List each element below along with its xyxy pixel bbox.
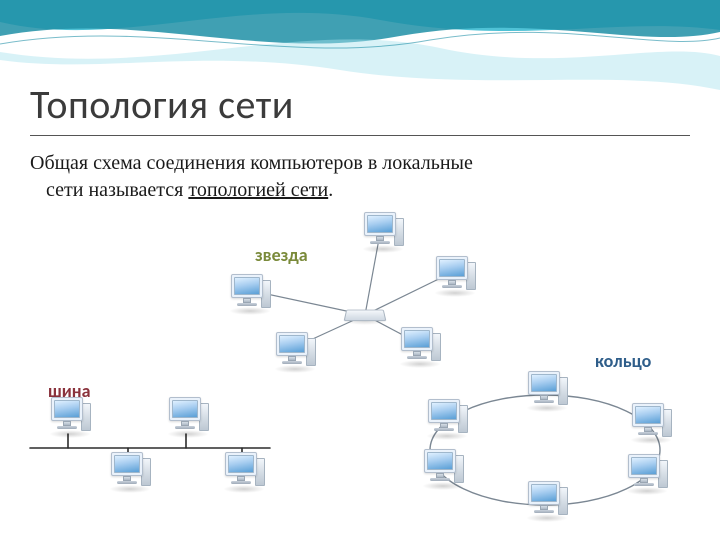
diagram-lines: [0, 0, 720, 540]
star-hub: [345, 308, 385, 322]
